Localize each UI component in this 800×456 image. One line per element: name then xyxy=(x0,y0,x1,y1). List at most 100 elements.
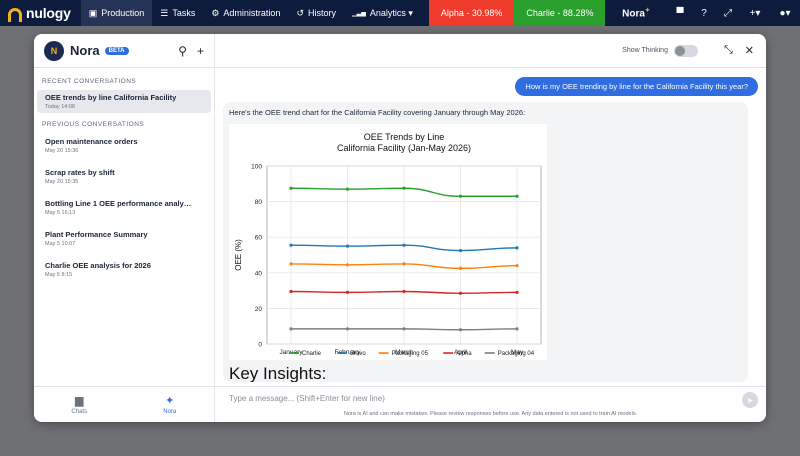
nav-production[interactable]: ▣ Production xyxy=(80,0,153,26)
data-point-packaging-04 xyxy=(458,328,463,332)
nav-analytics-label: Analytics ▾ xyxy=(369,7,413,18)
nora-avatar-icon: N xyxy=(44,40,64,61)
site-alpha-badge[interactable]: Alpha - 30.98% xyxy=(428,0,515,26)
conversation-item[interactable]: Bottling Line 1 OEE performance analy… M… xyxy=(37,196,211,219)
legend-label: Packaging 04 xyxy=(498,351,535,357)
legend-label: Bravo xyxy=(350,351,366,357)
analytics-icon: ▁▃▅ xyxy=(352,10,366,17)
user-icon[interactable]: ●▾ xyxy=(779,7,791,19)
data-point-packaging-05 xyxy=(515,264,519,268)
gear-icon: ⚙ xyxy=(211,7,220,18)
message-input[interactable]: Type a message... (Shift+Enter for new l… xyxy=(229,394,385,403)
tab-chats[interactable]: ▆ Chats xyxy=(34,387,125,422)
sidebar-header: N Nora BETA ⚲ + xyxy=(34,34,214,68)
conversation-item[interactable]: Open maintenance orders May 20 15:36 xyxy=(37,134,211,157)
y-tick-label: 80 xyxy=(255,199,263,206)
chat-icon[interactable]: ▀ xyxy=(676,7,684,19)
y-tick-label: 100 xyxy=(251,164,262,171)
key-insights-heading: Key Insights: xyxy=(229,364,327,382)
conversation-time: May 5 10:07 xyxy=(45,241,76,247)
spacer xyxy=(34,113,214,121)
toggle-knob xyxy=(674,45,685,56)
conversation-title: OEE trends by line California Facility xyxy=(45,93,177,102)
tab-nora[interactable]: ✦ Nora xyxy=(125,387,216,422)
conversation-title: Plant Performance Summary xyxy=(45,230,148,239)
conversation-time: May 5 8:15 xyxy=(45,272,73,278)
help-icon[interactable]: ? xyxy=(701,7,707,19)
data-point-bravo xyxy=(458,248,463,253)
previous-section-label: PREVIOUS CONVERSATIONS xyxy=(42,121,145,128)
conversation-title: Open maintenance orders xyxy=(45,137,138,146)
chat-main-panel: Show Thinking ⤡ ✕ How is my OEE trending… xyxy=(215,34,766,422)
nora-nav-label: Nora xyxy=(622,8,645,20)
send-icon: ➤ xyxy=(746,395,754,405)
sidebar-title: Nora xyxy=(70,43,100,58)
collapse-icon[interactable]: ⤡ xyxy=(723,44,733,56)
data-point-packaging-05 xyxy=(289,262,293,266)
y-tick-label: 40 xyxy=(255,270,263,277)
data-point-alpha xyxy=(289,289,293,294)
nav-right-group: Nora✦ ▀ ? ⤢ +▾ ●▾ xyxy=(622,0,800,26)
data-point-bravo xyxy=(515,246,519,250)
production-icon: ▣ xyxy=(88,7,98,18)
nav-administration[interactable]: ⚙ Administration xyxy=(203,0,288,26)
data-point-packaging-05 xyxy=(345,263,350,267)
nav-production-label: Production xyxy=(101,8,145,18)
nav-history-label: History xyxy=(307,8,336,18)
nora-nav-button[interactable]: Nora✦ xyxy=(622,7,668,19)
tasks-icon: ☰ xyxy=(160,7,169,18)
send-button[interactable]: ➤ xyxy=(742,392,758,408)
conversation-item[interactable]: Charlie OEE analysis for 2026 May 5 8:15 xyxy=(37,258,211,281)
data-point-alpha xyxy=(345,290,350,294)
nulogy-logo[interactable]: nulogy xyxy=(0,0,81,26)
conversation-item[interactable]: OEE trends by line California Facility T… xyxy=(37,90,211,113)
nora-chat-modal: N Nora BETA ⚲ + RECENT CONVERSATIONS OEE… xyxy=(34,34,766,422)
data-point-bravo xyxy=(402,243,406,247)
y-tick-label: 0 xyxy=(258,342,262,349)
conversation-time: Today 14:08 xyxy=(45,104,75,110)
y-tick-label: 20 xyxy=(255,306,263,313)
conversation-sidebar: N Nora BETA ⚲ + RECENT CONVERSATIONS OEE… xyxy=(34,34,215,422)
data-point-charlie xyxy=(458,194,463,198)
x-tick-label: May xyxy=(511,349,524,356)
nav-tasks[interactable]: ☰ Tasks xyxy=(152,0,203,26)
beta-badge: BETA xyxy=(104,46,129,55)
data-point-alpha xyxy=(515,290,519,294)
close-icon[interactable]: ✕ xyxy=(744,45,754,57)
add-icon[interactable]: +▾ xyxy=(749,7,761,19)
ai-disclaimer: Nora is AI and can make mistakes. Please… xyxy=(343,411,638,417)
show-thinking-toggle[interactable] xyxy=(673,44,698,57)
data-point-charlie xyxy=(289,186,293,190)
tab-chats-label: Chats xyxy=(71,409,88,415)
data-point-alpha xyxy=(458,291,463,295)
data-point-bravo xyxy=(345,244,350,248)
user-message: How is my OEE trending by line for the C… xyxy=(515,77,758,96)
conversation-time: May 5 16:13 xyxy=(45,210,76,216)
chart-title: OEE Trends by Line xyxy=(364,132,445,142)
sparkle-icon: ✦ xyxy=(165,395,175,407)
data-point-charlie xyxy=(515,194,519,198)
conversation-time: May 20 15:36 xyxy=(45,148,79,154)
nav-tasks-label: Tasks xyxy=(172,8,196,18)
spacer xyxy=(34,68,214,78)
nav-analytics[interactable]: ▁▃▅ Analytics ▾ xyxy=(344,0,421,26)
recent-section-label: RECENT CONVERSATIONS xyxy=(42,78,137,85)
legend-label: Packaging 05 xyxy=(392,351,429,357)
sidebar-footer-tabs: ▆ Chats ✦ Nora xyxy=(34,386,215,422)
conversation-item[interactable]: Scrap rates by shift May 20 15:35 xyxy=(37,165,211,188)
expand-icon[interactable]: ⤢ xyxy=(724,7,732,19)
legend-label: Alpha xyxy=(456,351,472,357)
chat-bubble-icon: ▆ xyxy=(75,395,84,407)
conversation-title: Scrap rates by shift xyxy=(45,168,115,177)
conversation-item[interactable]: Plant Performance Summary May 5 10:07 xyxy=(37,227,211,250)
conversation-time: May 20 15:35 xyxy=(45,179,79,185)
nav-history[interactable]: ↺ History xyxy=(288,0,344,26)
conversation-title: Charlie OEE analysis for 2026 xyxy=(45,261,151,270)
history-icon: ↺ xyxy=(296,7,304,18)
site-charlie-badge[interactable]: Charlie - 88.28% xyxy=(514,0,606,26)
data-point-packaging-05 xyxy=(402,262,406,266)
chart-subtitle: California Facility (Jan-May 2026) xyxy=(337,143,471,153)
new-chat-icon[interactable]: + xyxy=(196,43,204,58)
search-icon[interactable]: ⚲ xyxy=(178,43,187,58)
